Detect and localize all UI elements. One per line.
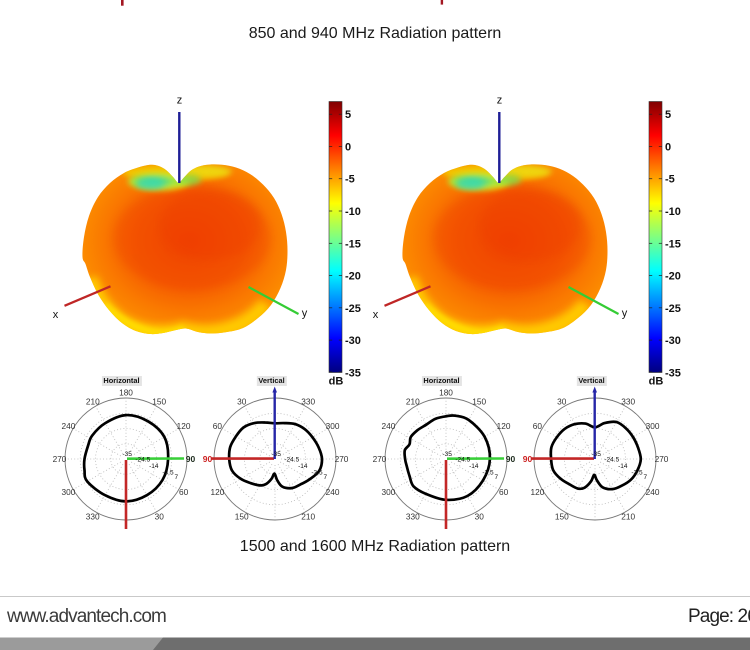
svg-text:7: 7 — [643, 474, 647, 481]
svg-text:60: 60 — [179, 487, 189, 497]
svg-text:300: 300 — [381, 487, 395, 497]
svg-text:330: 330 — [86, 512, 100, 522]
svg-text:-35: -35 — [442, 451, 452, 458]
svg-text:y: y — [302, 308, 308, 320]
svg-text:-14: -14 — [298, 463, 308, 470]
svg-text:240: 240 — [326, 487, 340, 497]
svg-text:150: 150 — [472, 396, 486, 406]
svg-text:90: 90 — [523, 454, 533, 464]
svg-text:30: 30 — [557, 396, 567, 406]
svg-text:120: 120 — [497, 421, 511, 431]
svg-text:7: 7 — [174, 474, 178, 481]
svg-text:330: 330 — [301, 396, 315, 406]
svg-text:-30: -30 — [665, 335, 681, 347]
svg-text:90: 90 — [203, 454, 213, 464]
svg-text:-24.5: -24.5 — [284, 457, 299, 464]
svg-text:150: 150 — [555, 512, 569, 522]
svg-text:60: 60 — [213, 421, 223, 431]
svg-text:180: 180 — [439, 388, 453, 398]
svg-text:z: z — [497, 95, 503, 107]
svg-text:-20: -20 — [665, 271, 681, 283]
svg-text:150: 150 — [235, 512, 249, 522]
svg-text:-35: -35 — [122, 451, 132, 458]
svg-text:30: 30 — [155, 512, 165, 522]
svg-text:270: 270 — [335, 454, 349, 464]
svg-text:0: 0 — [345, 141, 351, 153]
svg-text:z: z — [177, 95, 183, 107]
svg-text:-14: -14 — [469, 463, 479, 470]
svg-text:-10: -10 — [665, 206, 681, 218]
svg-text:-3.5: -3.5 — [311, 470, 323, 477]
svg-text:120: 120 — [530, 487, 544, 497]
svg-text:-35: -35 — [345, 367, 361, 379]
svg-text:90: 90 — [186, 454, 196, 464]
svg-text:-3.5: -3.5 — [162, 470, 174, 477]
svg-text:-3.5: -3.5 — [631, 470, 643, 477]
svg-text:300: 300 — [326, 421, 340, 431]
svg-text:5: 5 — [345, 109, 351, 121]
svg-text:270: 270 — [655, 454, 669, 464]
svg-text:300: 300 — [646, 421, 660, 431]
svg-text:240: 240 — [61, 421, 75, 431]
svg-text:-5: -5 — [665, 174, 675, 186]
svg-text:60: 60 — [533, 421, 543, 431]
svg-text:270: 270 — [373, 454, 387, 464]
svg-text:240: 240 — [381, 421, 395, 431]
svg-text:dB: dB — [329, 376, 344, 388]
svg-text:120: 120 — [177, 421, 191, 431]
svg-text:-20: -20 — [345, 271, 361, 283]
svg-text:x: x — [53, 309, 59, 321]
svg-text:30: 30 — [237, 396, 247, 406]
svg-text:-3.5: -3.5 — [482, 470, 494, 477]
svg-text:120: 120 — [210, 487, 224, 497]
svg-text:0: 0 — [665, 141, 671, 153]
svg-text:210: 210 — [301, 512, 315, 522]
svg-text:-24.5: -24.5 — [604, 457, 619, 464]
svg-text:-15: -15 — [345, 238, 361, 250]
svg-text:-35: -35 — [665, 367, 681, 379]
svg-text:-35: -35 — [591, 451, 601, 458]
svg-text:240: 240 — [646, 487, 660, 497]
svg-text:-25: -25 — [345, 303, 361, 315]
svg-text:y: y — [622, 308, 628, 320]
svg-text:180: 180 — [119, 388, 133, 398]
svg-text:-24.5: -24.5 — [455, 457, 470, 464]
svg-text:60: 60 — [499, 487, 509, 497]
svg-text:-10: -10 — [345, 206, 361, 218]
svg-text:-30: -30 — [345, 335, 361, 347]
svg-text:330: 330 — [621, 396, 635, 406]
svg-text:7: 7 — [494, 474, 498, 481]
svg-text:x: x — [373, 309, 379, 321]
svg-text:-14: -14 — [618, 463, 628, 470]
svg-text:-25: -25 — [665, 303, 681, 315]
svg-text:90: 90 — [506, 454, 516, 464]
svg-text:-35: -35 — [271, 451, 281, 458]
svg-text:210: 210 — [86, 396, 100, 406]
svg-text:-5: -5 — [345, 174, 355, 186]
svg-text:5: 5 — [665, 109, 671, 121]
svg-text:300: 300 — [61, 487, 75, 497]
svg-text:150: 150 — [152, 396, 166, 406]
svg-text:330: 330 — [406, 512, 420, 522]
svg-text:-24.5: -24.5 — [135, 457, 150, 464]
svg-text:-14: -14 — [149, 463, 159, 470]
svg-text:210: 210 — [406, 396, 420, 406]
svg-text:dB: dB — [649, 376, 664, 388]
svg-text:210: 210 — [621, 512, 635, 522]
svg-text:270: 270 — [53, 454, 67, 464]
svg-text:-15: -15 — [665, 238, 681, 250]
svg-text:30: 30 — [475, 512, 485, 522]
svg-text:7: 7 — [323, 474, 327, 481]
